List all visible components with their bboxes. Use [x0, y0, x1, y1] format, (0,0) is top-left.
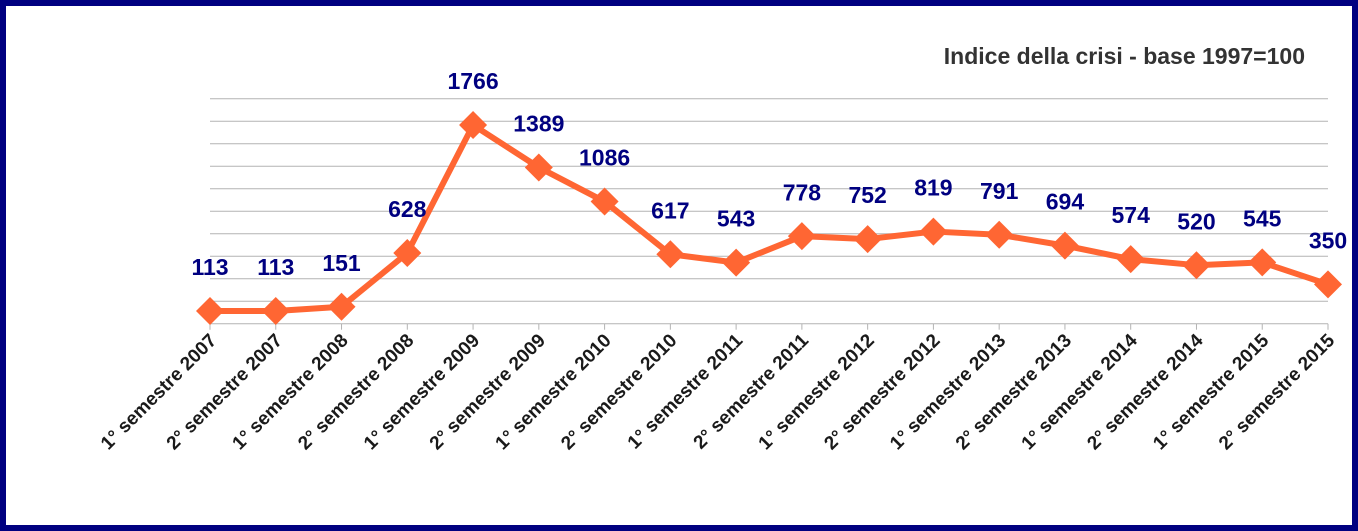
data-label: 113: [191, 254, 228, 280]
marker: [985, 220, 1014, 249]
marker: [524, 153, 553, 182]
data-label: 778: [783, 179, 822, 205]
marker: [1314, 270, 1342, 299]
marker: [459, 111, 488, 140]
data-label: 520: [1177, 208, 1215, 234]
marker: [853, 225, 882, 254]
marker: [919, 217, 948, 246]
marker: [196, 296, 224, 325]
data-label: 113: [257, 254, 294, 280]
marker: [722, 248, 751, 277]
marker: [261, 296, 290, 325]
data-label: 543: [717, 206, 755, 232]
data-label: 694: [1046, 189, 1085, 215]
marker: [327, 292, 356, 321]
data-label: 545: [1243, 205, 1282, 231]
marker: [590, 187, 619, 216]
data-label: 151: [322, 250, 361, 276]
marker: [656, 240, 685, 269]
marker: [393, 239, 422, 268]
marker: [1182, 251, 1211, 280]
data-label: 791: [980, 178, 1019, 204]
data-label: 1086: [579, 145, 630, 171]
chart-title: Indice della crisi - base 1997=100: [944, 43, 1305, 69]
marker: [787, 222, 816, 251]
data-label: 819: [914, 175, 952, 201]
data-label: 752: [848, 182, 886, 208]
data-label: 1389: [513, 111, 564, 137]
marker: [1248, 248, 1277, 277]
data-label: 617: [651, 197, 689, 223]
data-label: 350: [1309, 227, 1347, 253]
marker: [1116, 245, 1145, 274]
data-label: 1766: [447, 68, 498, 94]
data-label: 574: [1112, 202, 1151, 228]
data-label: 628: [388, 196, 427, 222]
marker: [1050, 231, 1079, 260]
